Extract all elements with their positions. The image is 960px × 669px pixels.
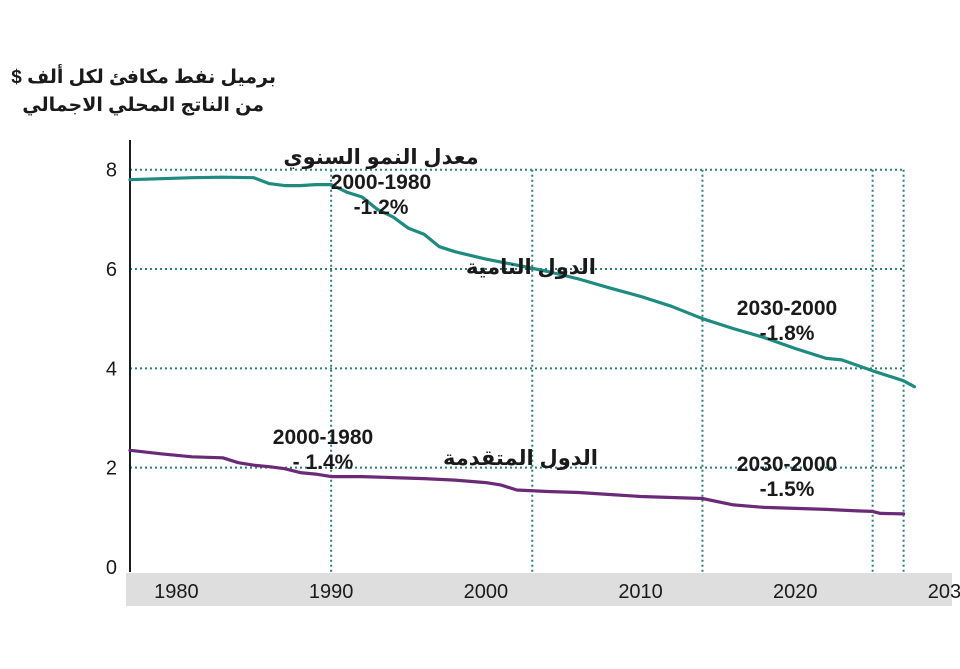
dev-1980-2000-range: 2000-1980: [330, 171, 432, 194]
y-tick-label-8: 8: [106, 160, 117, 182]
y-tick-label-2: 2: [106, 458, 117, 480]
series-line-advanced: [128, 448, 906, 516]
y-tick-label-0: 0: [106, 557, 117, 579]
y-axis-label-line1: برميل نفط مكافئ لكل ألف $: [11, 67, 276, 88]
adv-2000-2030-rate: -1.5%: [759, 478, 815, 501]
annotation-advanced-2000-2030: 2030-2000 -1.5%: [720, 452, 854, 502]
x-tick-label-1980: 1980: [154, 581, 199, 603]
series-label-developing: الدول النامية: [465, 256, 596, 279]
dev-2000-2030-range: 2030-2000: [736, 297, 838, 320]
growth-rate-title: معدل النمو السنوي: [283, 146, 479, 169]
y-axis-ticks: 0 2 4 6 8: [106, 160, 117, 579]
y-tick-label-4: 4: [106, 358, 117, 380]
gridlines: [130, 168, 905, 572]
x-tick-label-1990: 1990: [309, 581, 354, 603]
x-tick-label-2020: 2020: [773, 581, 818, 603]
x-tick-label-2030: 2030: [928, 581, 960, 603]
series-label-advanced: الدول المتقدمة: [442, 447, 598, 470]
y-tick-label-6: 6: [106, 259, 117, 281]
y-axis-label-line2: من الناتج المحلي الاجمالي: [22, 95, 264, 116]
annotation-developing-2000-2030: 2030-2000 -1.8%: [722, 296, 852, 346]
adv-1980-2000-range: 2000-1980: [272, 426, 374, 449]
adv-1980-2000-rate: - 1.4%: [292, 451, 354, 474]
dev-2000-2030-rate: -1.8%: [759, 322, 815, 345]
dev-1980-2000-rate: -1.2%: [353, 196, 409, 219]
x-axis-ticks: 1980 1990 2000 2010 2020 2030: [154, 581, 960, 603]
x-tick-label-2000: 2000: [464, 581, 509, 603]
annotation-advanced-1980-2000: 2000-1980 - 1.4%: [258, 425, 388, 475]
adv-2000-2030-range: 2030-2000: [736, 453, 838, 476]
x-tick-label-2010: 2010: [618, 581, 663, 603]
series-lines: [128, 175, 917, 516]
x-axis-band: [126, 573, 952, 606]
annotation-developing-1980-2000: معدل النمو السنوي 2000-1980 -1.2%: [276, 145, 486, 220]
series-line-developing: [128, 175, 917, 389]
